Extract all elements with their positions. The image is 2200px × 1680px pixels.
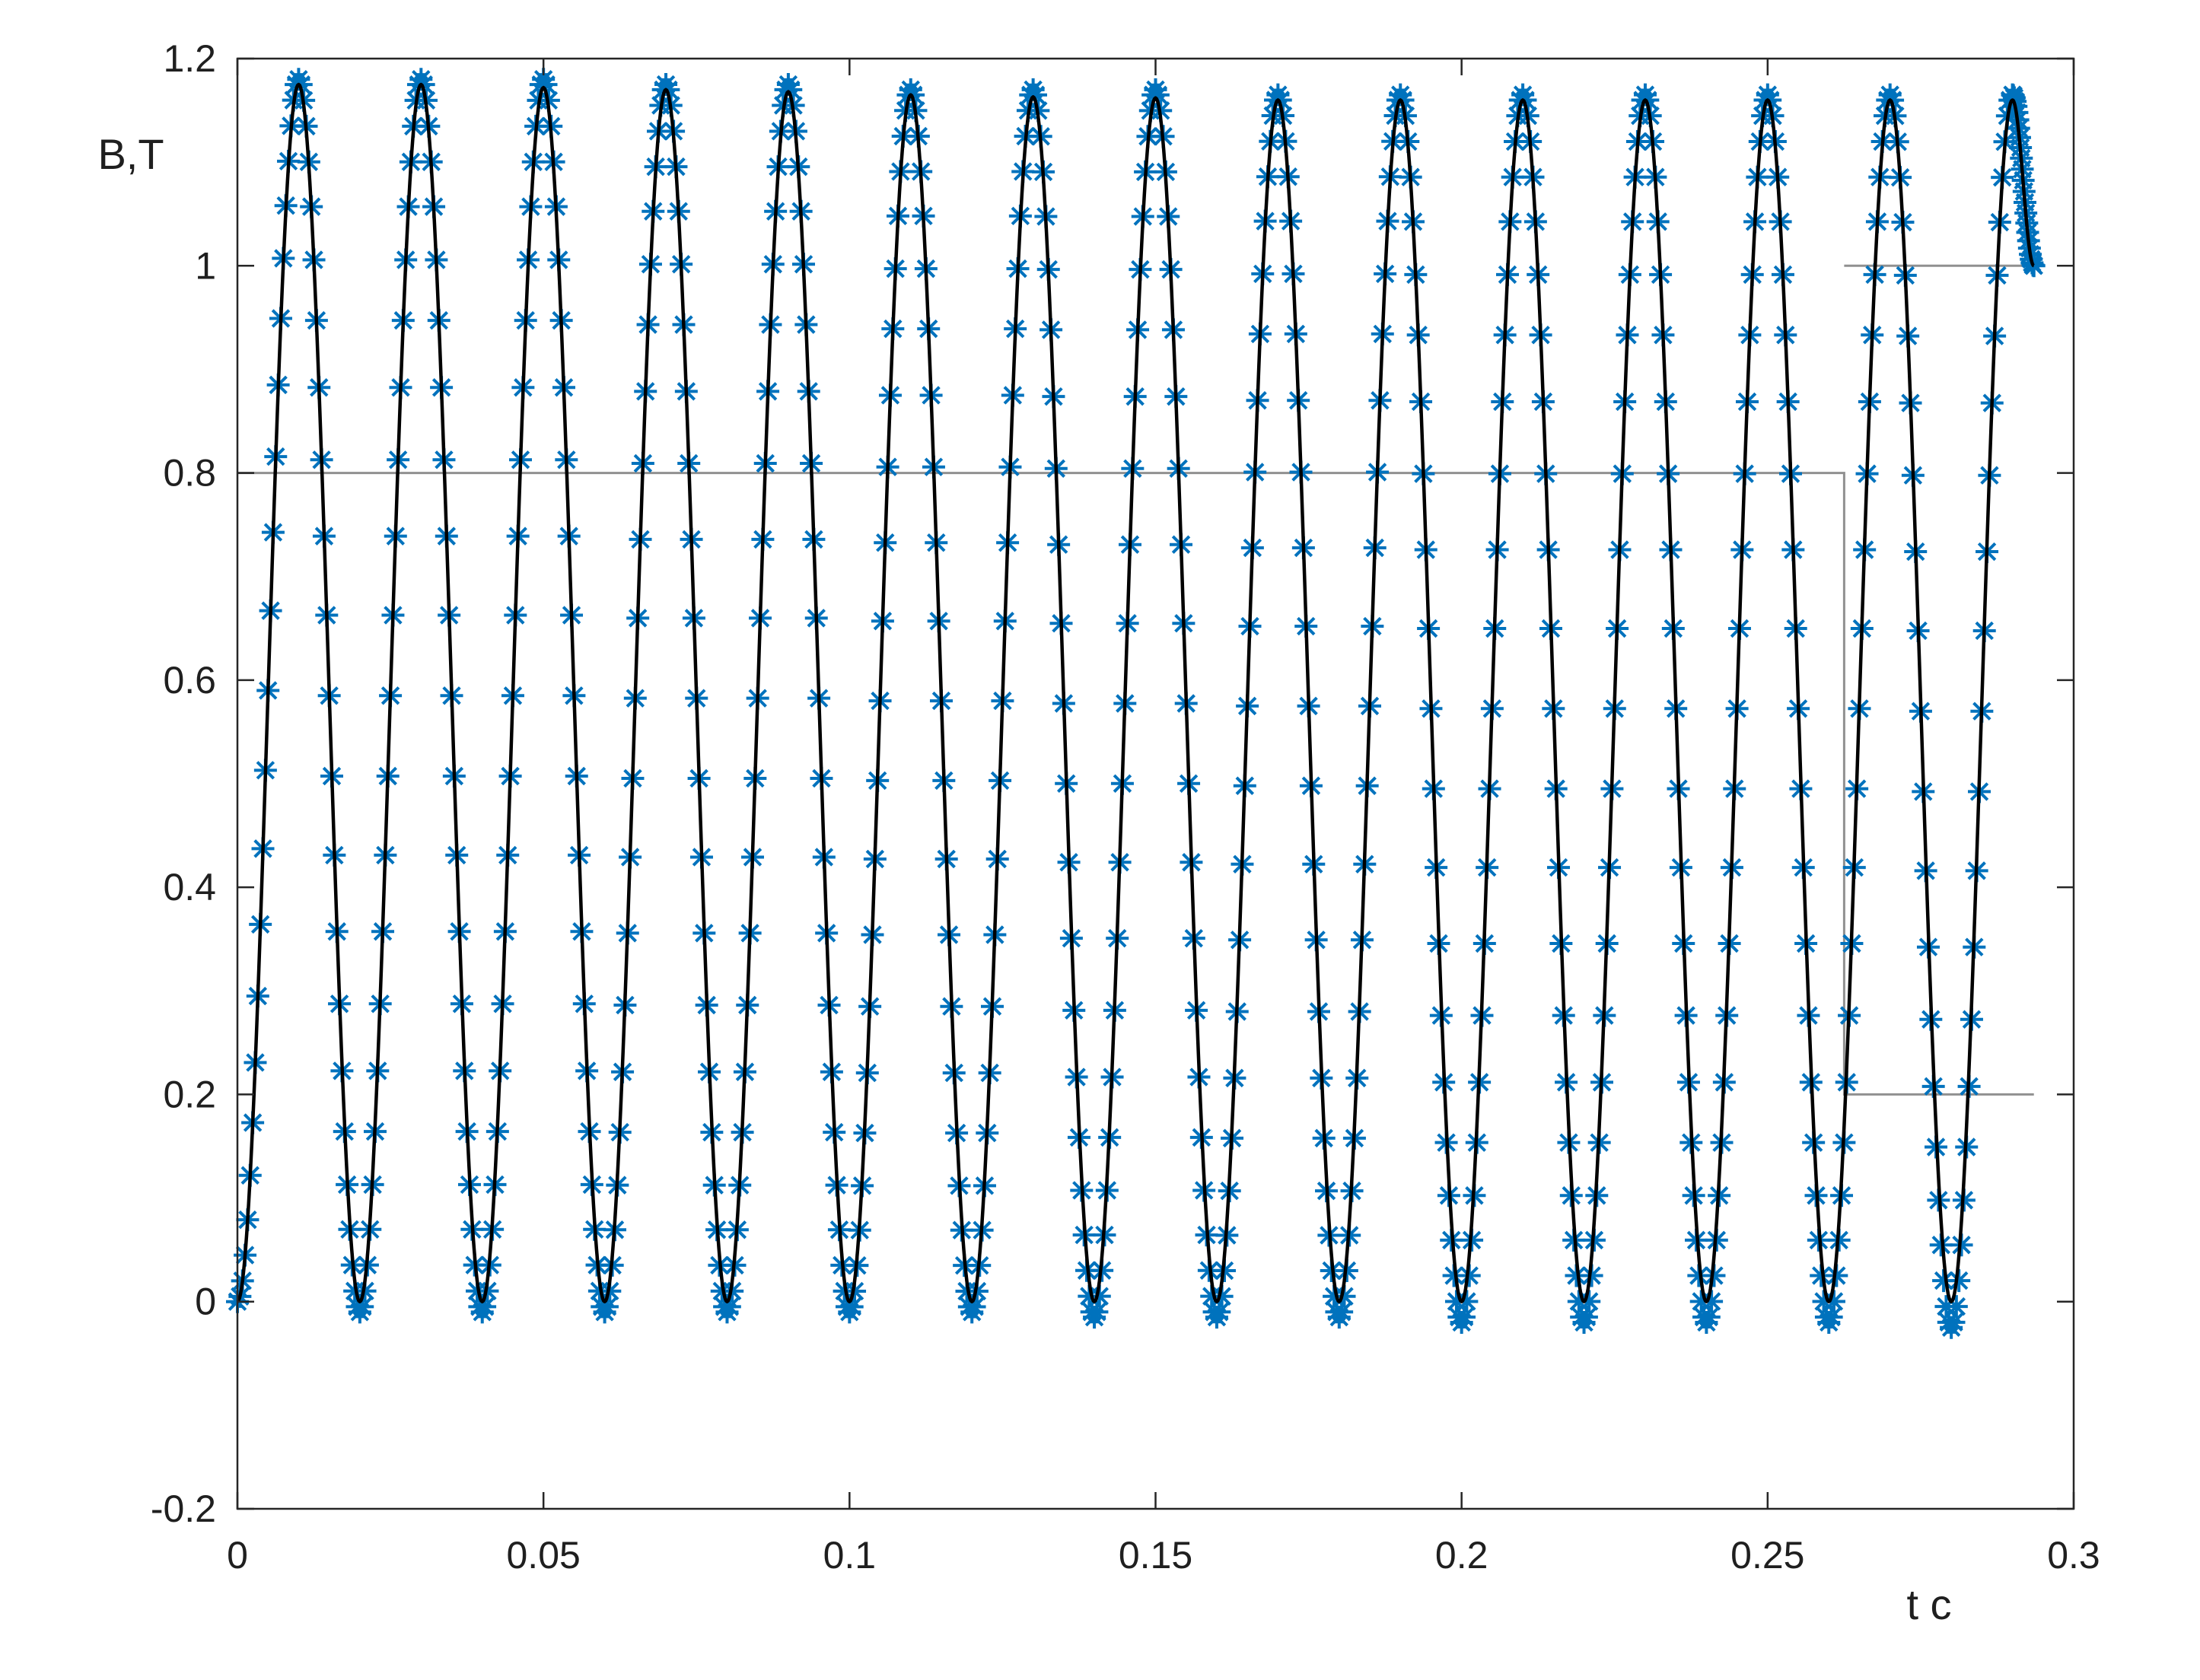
plot-frame: [236, 57, 2075, 1510]
asterisk-marker: [595, 1295, 619, 1319]
asterisk-marker: [899, 78, 922, 101]
asterisk-marker: [1633, 83, 1657, 107]
asterisk-marker: [1389, 83, 1412, 107]
asterisk-marker: [1702, 1264, 1726, 1287]
asterisk-marker: [1697, 1306, 1721, 1329]
asterisk-marker: [348, 1300, 371, 1324]
y-tick-label: 0.4: [163, 866, 216, 908]
y-tick-label: 0.2: [163, 1073, 216, 1115]
asterisk-marker: [1572, 1310, 1596, 1334]
asterisk-marker: [1700, 1290, 1724, 1313]
asterisk-marker: [473, 1295, 497, 1319]
asterisk-marker: [1878, 83, 1902, 107]
asterisk-marker: [1944, 1295, 1968, 1319]
asterisk-marker: [1817, 1310, 1841, 1334]
asterisk-marker: [1450, 1310, 1473, 1334]
ticks-layer: 0 0.05 0.1 0.15 0.2 0.25 0.3 -0.2 0 0.2 0.4 0.6 0.8 1…: [151, 37, 2100, 1577]
x-axis-label: t c: [1906, 1580, 1951, 1628]
asterisk-marker: [1457, 1264, 1481, 1287]
y-tick-label: 0.6: [163, 659, 216, 702]
asterisk-marker: [1825, 1264, 1848, 1287]
asterisk-marker: [963, 1295, 986, 1319]
asterisk-marker: [718, 1295, 741, 1319]
asterisk-marker: [534, 73, 558, 97]
asterisk-marker: [1024, 83, 1047, 107]
asterisk-marker: [1327, 1306, 1351, 1329]
x-tick-label: 0.25: [1730, 1534, 1804, 1577]
asterisk-marker: [351, 1295, 374, 1319]
x-tick-label: 0.2: [1435, 1534, 1488, 1577]
asterisk-marker: [902, 83, 925, 107]
x-tick-label: 0.3: [2047, 1534, 2100, 1577]
x-tick-label: 0.1: [823, 1534, 877, 1577]
asterisk-marker: [1442, 1264, 1466, 1287]
asterisk-marker: [1695, 1310, 1718, 1334]
asterisk-marker: [1578, 1290, 1601, 1313]
asterisk-marker: [1822, 1290, 1845, 1313]
x-tick-label: 0.15: [1119, 1534, 1192, 1577]
asterisk-marker: [1330, 1300, 1354, 1324]
asterisk-marker: [1574, 1306, 1598, 1329]
asterisk-marker: [1756, 83, 1779, 107]
asterisk-marker: [1565, 1264, 1588, 1287]
asterisk-marker: [1087, 1284, 1111, 1308]
asterisk-marker: [1269, 88, 1292, 112]
asterisk-marker: [1511, 83, 1535, 107]
reference-step-line: [237, 472, 2034, 1096]
asterisk-marker: [1687, 1264, 1711, 1287]
asterisk-marker: [1146, 83, 1170, 107]
asterisk-marker: [409, 68, 433, 91]
asterisk-marker: [1947, 1269, 1971, 1293]
y-tick-label: 0.8: [163, 452, 216, 495]
asterisk-marker: [1332, 1284, 1356, 1308]
asterisk-marker: [715, 1300, 739, 1324]
main-line-series: [236, 82, 2036, 1303]
asterisk-marker: [1942, 1310, 1966, 1334]
asterisk-marker: [1455, 1290, 1479, 1313]
asterisk-marker: [1021, 78, 1045, 101]
asterisk-marker: [960, 1300, 984, 1324]
asterisk-marker: [1144, 78, 1167, 101]
asterisk-marker: [287, 68, 310, 91]
asterisk-marker: [1266, 83, 1290, 107]
asterisk-marker: [593, 1300, 616, 1324]
asterisk-marker: [1083, 1306, 1106, 1329]
y-axis-label: B,T: [97, 130, 164, 178]
asterisk-marker: [1210, 1284, 1234, 1308]
asterisk-marker: [1208, 1300, 1231, 1324]
y-tick-label: 1: [195, 244, 216, 287]
asterisk-marker: [838, 1300, 861, 1324]
asterisk-marker: [1453, 1306, 1476, 1329]
asterisk-marker: [776, 73, 800, 97]
asterisk-marker: [654, 73, 678, 97]
asterisk-marker: [1940, 1316, 1963, 1339]
asterisk-marker: [1932, 1269, 1956, 1293]
asterisk-marker: [470, 1300, 494, 1324]
asterisk-marker: [840, 1295, 864, 1319]
asterisk-marker: [779, 78, 803, 101]
asterisk-marker: [1580, 1264, 1603, 1287]
x-tick-label: 0.05: [507, 1534, 581, 1577]
x-tick-label: 0: [227, 1534, 248, 1577]
asterisk-marker: [532, 68, 556, 91]
asterisk-marker: [1205, 1306, 1228, 1329]
asterisk-marker: [1820, 1306, 1843, 1329]
plot-layer: [226, 68, 2046, 1339]
asterisk-marker: [1085, 1300, 1109, 1324]
asterisk-marker: [1810, 1264, 1833, 1287]
y-tick-label: 1.2: [163, 37, 216, 80]
y-tick-label: 0: [195, 1281, 216, 1323]
y-tick-label: -0.2: [151, 1488, 216, 1530]
